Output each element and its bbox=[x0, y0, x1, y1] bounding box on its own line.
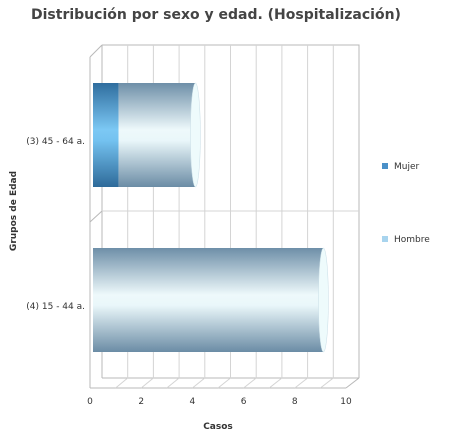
floor-gridline bbox=[192, 377, 206, 389]
floor-gridline bbox=[320, 377, 334, 389]
x-axis-title: Casos bbox=[203, 422, 233, 432]
bar-end-cap bbox=[190, 82, 201, 188]
bar-mujer bbox=[93, 83, 119, 187]
y-axis-title: Grupos de Edad bbox=[9, 171, 19, 251]
chart-title: Distribución por sexo y edad. (Hospitali… bbox=[31, 7, 401, 23]
x-tick-label: 8 bbox=[292, 397, 298, 407]
floor-gridline bbox=[115, 377, 129, 389]
x-tick-label: 10 bbox=[340, 397, 352, 407]
x-tick-label: 4 bbox=[190, 397, 196, 407]
bar-hombre bbox=[118, 83, 196, 187]
legend-label-hombre: Hombre bbox=[394, 235, 430, 245]
x-tick-label: 0 bbox=[87, 397, 93, 407]
floor-gridline bbox=[268, 377, 283, 389]
legend: Mujer Hombre bbox=[382, 162, 430, 245]
legend-label-mujer: Mujer bbox=[394, 162, 420, 172]
x-tick-label: 6 bbox=[241, 397, 247, 407]
x-tick-label: 2 bbox=[138, 397, 144, 407]
bar-hombre bbox=[93, 248, 324, 352]
floor-gridline bbox=[140, 377, 154, 389]
floor-gridline bbox=[166, 377, 180, 389]
floor-gridline bbox=[243, 377, 257, 389]
legend-swatch-hombre bbox=[382, 236, 388, 242]
bars bbox=[93, 82, 329, 353]
floor-gridline bbox=[217, 377, 231, 389]
y-tick-label-15-44: (4) 15 - 44 a. bbox=[26, 302, 85, 312]
bar-end-cap bbox=[318, 247, 329, 353]
x-tick-labels: 0 2 4 6 8 10 bbox=[87, 397, 352, 407]
legend-swatch-mujer bbox=[382, 163, 388, 169]
y-tick-label-45-64: (3) 45 - 64 a. bbox=[26, 137, 85, 147]
floor-gridline bbox=[294, 377, 308, 389]
